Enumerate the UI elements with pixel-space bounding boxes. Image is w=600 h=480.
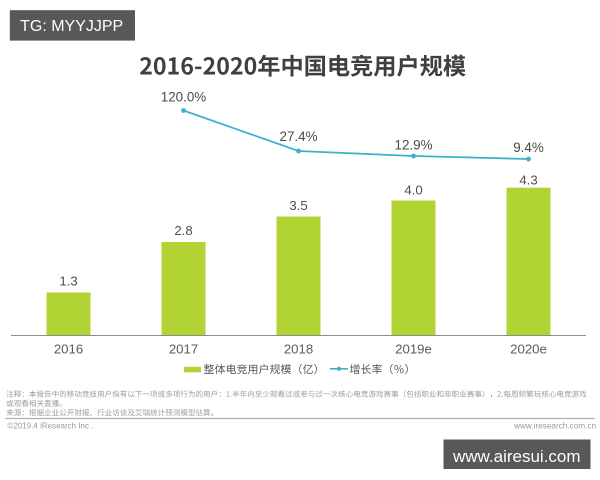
svg-text:3.5: 3.5 bbox=[289, 198, 307, 213]
svg-text:9.4%: 9.4% bbox=[513, 140, 544, 155]
svg-text:2018: 2018 bbox=[284, 342, 313, 357]
svg-text:©2019.4 iResearch Inc .: ©2019.4 iResearch Inc . bbox=[8, 422, 94, 431]
svg-text:1.3: 1.3 bbox=[59, 274, 77, 289]
svg-text:www.iresearch.com.cn: www.iresearch.com.cn bbox=[513, 422, 596, 431]
svg-text:2.8: 2.8 bbox=[174, 223, 192, 238]
svg-text:120.0%: 120.0% bbox=[161, 89, 207, 104]
svg-text:2017: 2017 bbox=[169, 342, 198, 357]
svg-text:4.0: 4.0 bbox=[404, 182, 422, 197]
svg-text:2016: 2016 bbox=[54, 342, 83, 357]
svg-text:2020e: 2020e bbox=[510, 342, 547, 357]
svg-text:27.4%: 27.4% bbox=[280, 129, 318, 144]
svg-text:12.9%: 12.9% bbox=[395, 138, 433, 153]
svg-text:4.3: 4.3 bbox=[519, 173, 537, 188]
svg-text:www.airesui.com: www.airesui.com bbox=[452, 447, 581, 466]
svg-text:2019e: 2019e bbox=[395, 342, 432, 357]
svg-text:TG: MYYJJPP: TG: MYYJJPP bbox=[20, 18, 123, 35]
